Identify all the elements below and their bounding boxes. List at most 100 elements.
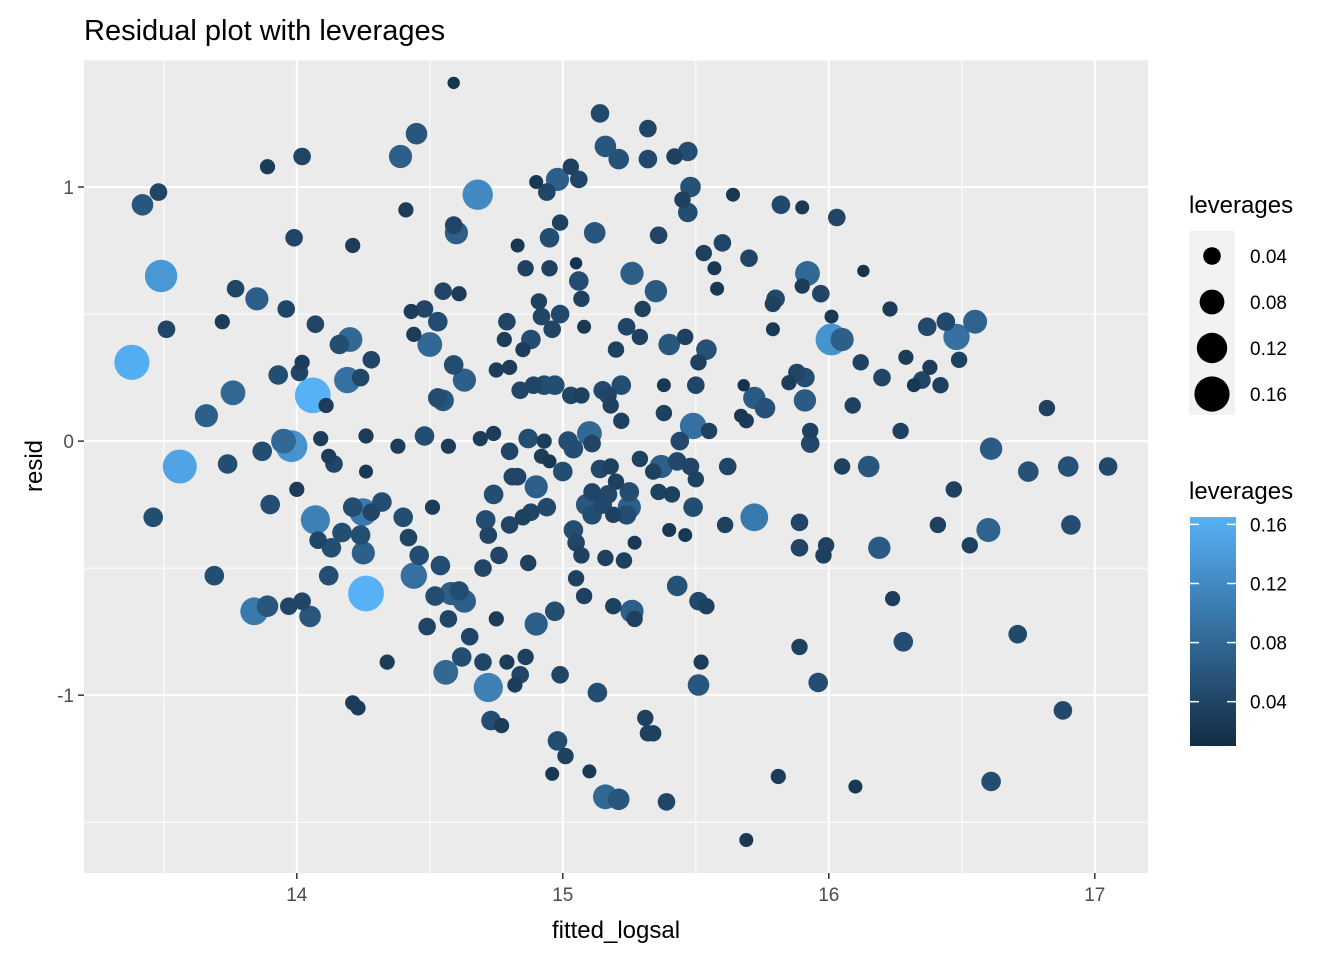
data-point [440,438,456,454]
data-point [808,672,828,693]
data-point [740,503,769,532]
data-point [929,516,947,534]
data-point [575,587,593,605]
data-point [321,538,342,558]
data-point [268,365,289,385]
data-point [562,158,579,175]
data-point [569,271,589,291]
data-point [817,537,835,554]
data-point [892,422,909,440]
data-point [452,368,476,392]
data-point [226,279,245,298]
data-point [488,362,504,378]
data-point [545,766,560,781]
data-point [649,226,668,245]
data-point [677,328,694,346]
data-point [794,278,810,294]
data-point [299,605,321,628]
data-point [607,788,630,811]
x-axis-ticks: 14 15 16 17 [286,873,1105,906]
data-point [639,119,657,138]
data-point [342,497,363,517]
data-point [698,598,715,615]
data-point [529,175,544,189]
data-point [162,449,197,484]
data-point [663,486,681,503]
data-point [444,216,463,234]
data-point [443,355,464,375]
data-point [439,610,458,628]
data-point [645,725,662,742]
y-tick-label: -1 [57,686,74,707]
data-point [615,552,633,569]
data-point [683,497,703,517]
data-point [498,312,516,331]
data-point [390,438,406,454]
data-point [570,170,588,189]
size-legend-label: 0.12 [1250,339,1287,360]
data-point [451,647,472,667]
data-point [409,545,430,566]
color-legend-label: 0.16 [1250,515,1287,536]
data-point [143,507,163,528]
data-point [542,454,557,469]
data-point [573,290,590,307]
data-point [791,638,808,656]
data-point [981,771,1001,792]
data-point [532,307,551,326]
data-point [824,309,839,324]
data-point [718,457,737,476]
data-point [932,377,949,394]
data-point [582,764,597,779]
data-point [508,467,527,486]
size-legend-key [1196,332,1228,364]
data-point [406,326,422,342]
data-point [545,601,565,622]
data-point [520,554,537,572]
data-point [362,351,381,369]
data-point [551,214,569,231]
data-point [573,387,590,404]
data-point [474,559,492,577]
data-point [350,700,366,716]
data-point [405,122,428,145]
data-point [434,282,452,301]
data-point [474,653,492,671]
data-point [473,672,503,703]
data-point [619,482,640,502]
data-point [359,464,373,479]
data-point [510,238,525,253]
data-point [321,448,337,464]
data-point [583,483,601,501]
data-point [293,147,311,166]
data-point [666,148,683,165]
data-point [617,318,636,336]
data-point [313,431,329,447]
data-point [538,183,556,201]
data-point [657,793,676,811]
data-point [289,481,305,497]
data-point [613,412,630,429]
data-point [681,457,700,476]
data-point [424,499,441,515]
data-point [537,497,557,517]
data-point [114,344,150,380]
data-point [662,523,677,537]
data-points [114,76,1118,847]
data-point [351,368,370,387]
data-point [451,286,467,302]
data-point [388,144,413,169]
data-point [607,341,625,358]
data-point [620,261,644,285]
data-point [638,149,658,169]
data-point [329,334,350,355]
data-point [961,537,978,554]
x-tick-label: 17 [1084,885,1105,906]
data-point [252,441,272,462]
data-point [848,779,863,794]
data-point [157,320,176,339]
data-point [557,747,574,765]
data-point [149,183,168,201]
data-point [545,375,565,396]
data-point [479,526,498,544]
